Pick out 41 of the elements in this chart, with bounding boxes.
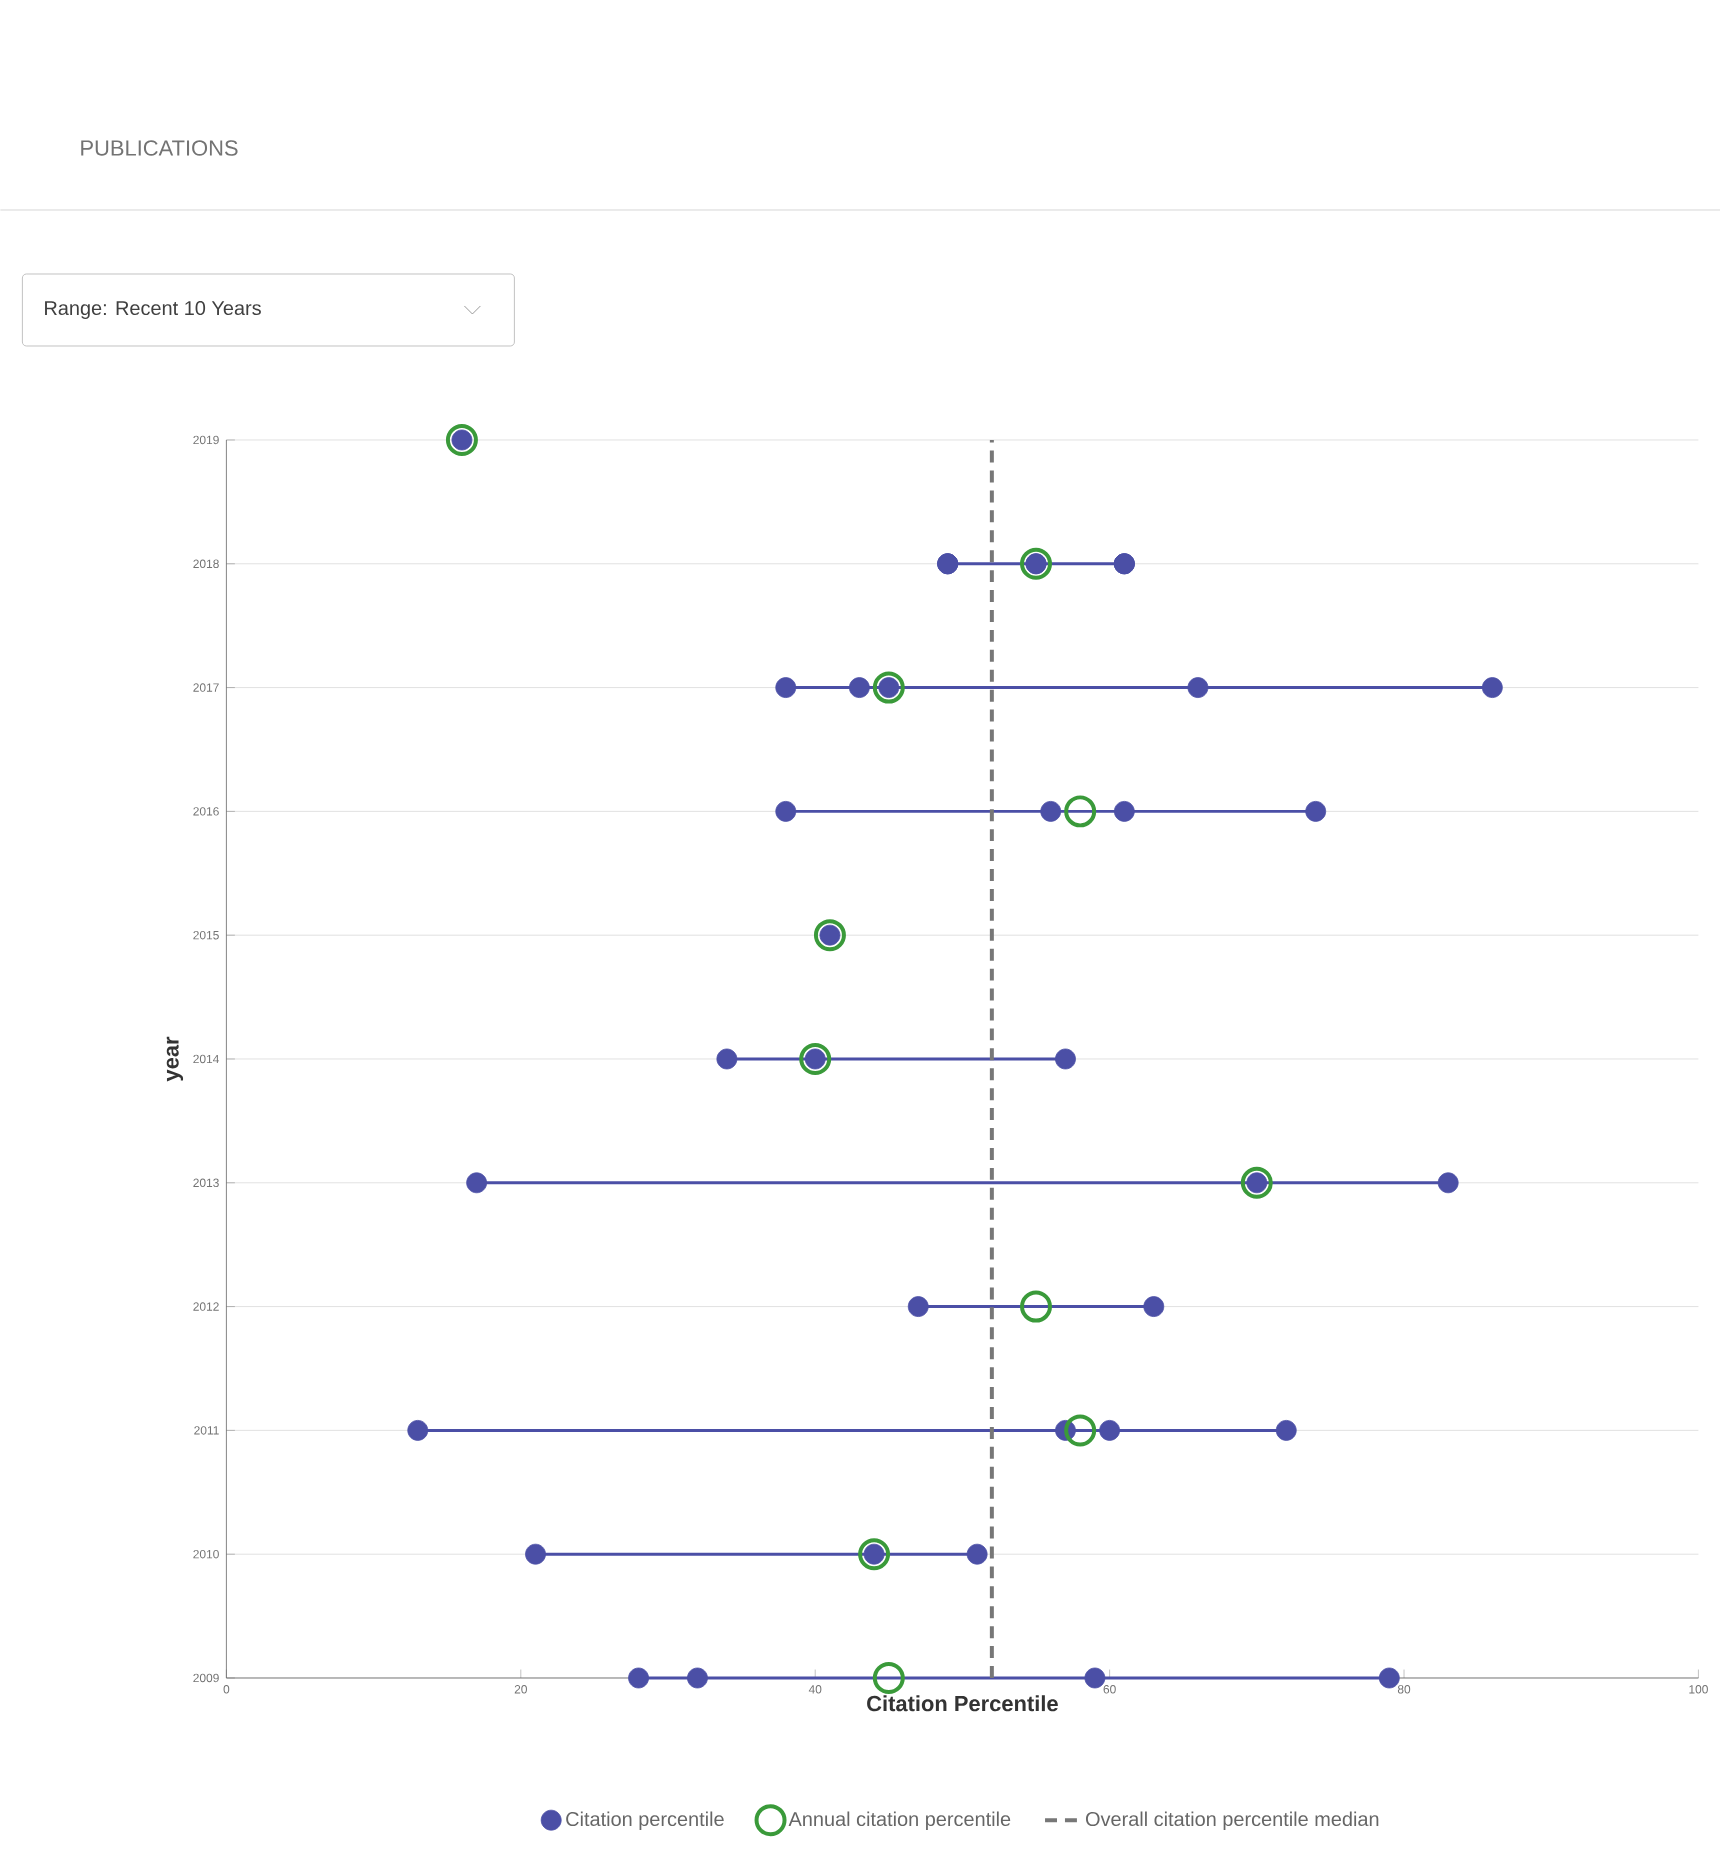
point bbox=[1063, 1414, 1096, 1447]
point bbox=[445, 423, 478, 456]
point bbox=[1098, 1419, 1120, 1441]
point bbox=[848, 677, 870, 698]
point bbox=[966, 1543, 988, 1565]
x-axis-title: Citation Percentile bbox=[866, 1695, 1058, 1712]
point bbox=[872, 671, 905, 704]
point bbox=[1039, 800, 1061, 822]
point bbox=[907, 1296, 929, 1317]
point bbox=[1240, 1166, 1273, 1199]
point bbox=[1437, 1172, 1459, 1194]
text: PUBLICATIONS bbox=[80, 140, 238, 156]
point bbox=[627, 1667, 649, 1689]
point bbox=[1019, 1290, 1052, 1323]
point bbox=[716, 1048, 737, 1070]
point bbox=[686, 1667, 708, 1689]
legend-label: Annual citation percentile bbox=[788, 1811, 1010, 1831]
point bbox=[798, 1042, 831, 1075]
legend-label: Overall citation percentile median bbox=[1085, 1811, 1378, 1831]
point bbox=[1019, 547, 1052, 580]
point bbox=[1187, 677, 1208, 698]
point bbox=[774, 677, 796, 698]
text: Range: Recent 10 Years bbox=[44, 300, 261, 319]
point bbox=[524, 1543, 546, 1565]
point bbox=[1378, 1667, 1400, 1689]
legend-label: Citation percentile bbox=[565, 1811, 724, 1831]
point bbox=[1063, 795, 1096, 828]
point bbox=[1275, 1419, 1297, 1441]
point bbox=[1113, 800, 1135, 822]
point bbox=[1481, 677, 1503, 698]
point bbox=[1084, 1667, 1105, 1689]
point bbox=[774, 800, 796, 822]
point bbox=[1054, 1048, 1076, 1070]
point bbox=[857, 1538, 890, 1571]
point bbox=[872, 1661, 905, 1694]
point bbox=[813, 919, 846, 952]
point bbox=[406, 1419, 428, 1441]
point bbox=[465, 1172, 487, 1194]
y-axis-title: year bbox=[166, 1036, 183, 1082]
point bbox=[1304, 800, 1326, 822]
point bbox=[1143, 1296, 1164, 1317]
